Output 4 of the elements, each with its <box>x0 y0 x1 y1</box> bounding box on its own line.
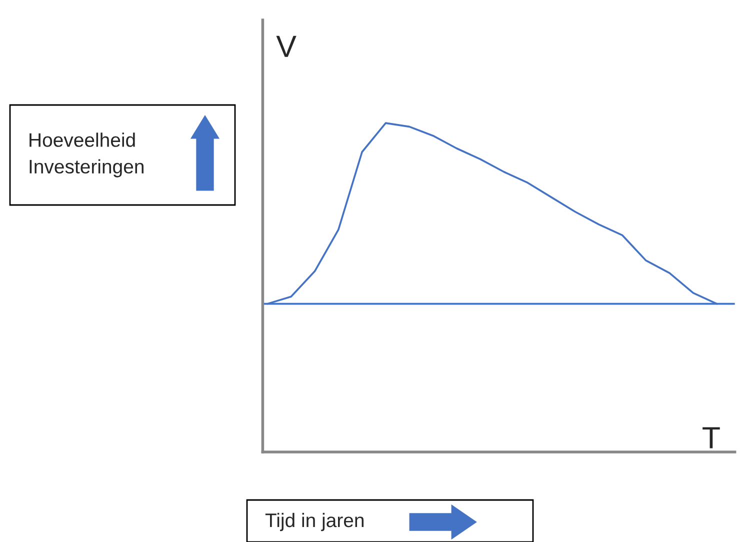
text: Tijd in jaren <box>265 512 364 532</box>
x-axis-title: T <box>702 427 720 448</box>
y-axis-title: V <box>276 36 296 57</box>
text: Hoeveelheid Investeringen <box>30 132 144 178</box>
